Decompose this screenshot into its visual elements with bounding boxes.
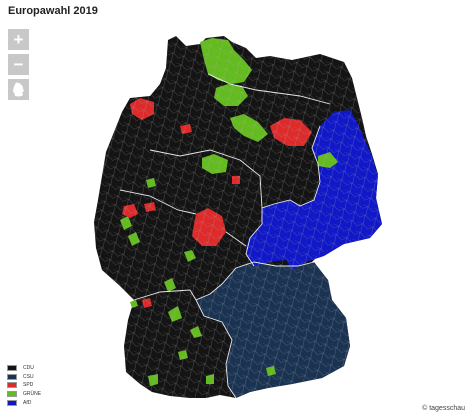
legend-label: CSU bbox=[23, 373, 34, 380]
legend-item: GRÜNE bbox=[7, 390, 41, 399]
reset-view-button[interactable] bbox=[8, 79, 29, 100]
legend-swatch bbox=[7, 365, 17, 372]
legend-swatch bbox=[7, 391, 17, 398]
legend-label: SPD bbox=[23, 382, 34, 389]
zoom-out-button[interactable]: − bbox=[8, 54, 29, 75]
germany-outline-icon bbox=[13, 82, 24, 97]
district-boundaries bbox=[94, 36, 382, 398]
map-title: Europawahl 2019 bbox=[8, 5, 98, 17]
legend-swatch bbox=[7, 382, 17, 389]
legend-label: AfD bbox=[23, 399, 32, 406]
legend-item: AfD bbox=[7, 398, 41, 407]
credit-text: © tagesschau bbox=[422, 405, 465, 412]
legend-swatch bbox=[7, 399, 17, 406]
zoom-in-button[interactable]: + bbox=[8, 29, 29, 50]
legend-item: CSU bbox=[7, 373, 41, 382]
legend-swatch bbox=[7, 373, 17, 380]
legend-item: SPD bbox=[7, 381, 41, 390]
legend-label: GRÜNE bbox=[23, 391, 42, 398]
legend-item: CDU bbox=[7, 364, 41, 373]
legend-label: CDU bbox=[23, 365, 34, 372]
state-boundaries bbox=[119, 73, 331, 399]
legend: CDU CSU SPD GRÜNE AfD bbox=[7, 364, 41, 407]
